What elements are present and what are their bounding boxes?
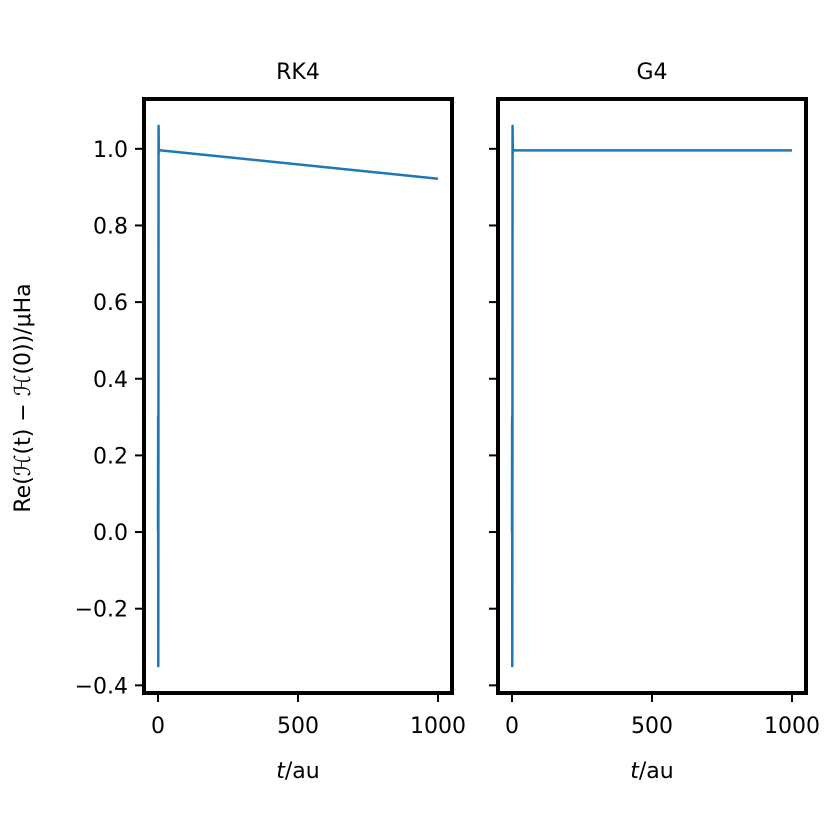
- y-axis-label: Re(ℋ(t) − ℋ(0))/μHa: [11, 283, 36, 512]
- panel-rk4: RK4 0 500 1000 1.0 0.8 0.6 0.4 0.2 0.0 −0.2 −0.4 t…: [75, 60, 466, 784]
- y-tick-label-rk4: 0.0: [93, 521, 128, 546]
- x-tick-label-rk4: 1000: [410, 714, 466, 739]
- x-tick-label-rk4: 500: [277, 714, 319, 739]
- axis-ticks-g4: 0 500 1000: [489, 147, 820, 739]
- plot-frame-g4: [496, 97, 808, 695]
- y-tick-label-rk4: −0.2: [75, 598, 128, 623]
- x-tick-label-g4: 1000: [764, 714, 820, 739]
- plot-frame-rk4: [142, 97, 454, 695]
- panel-title-g4: G4: [636, 60, 667, 85]
- x-axis-label-rk4: t/au: [276, 759, 319, 784]
- x-tick-label-g4: 0: [505, 714, 519, 739]
- y-tick-label-rk4: 0.8: [93, 214, 128, 239]
- y-tick-label-rk4: 1.0: [93, 138, 128, 163]
- y-tick-label-rk4: −0.4: [75, 674, 128, 699]
- panel-g4: G4 0 500 1000 t/au: [489, 60, 820, 784]
- axis-ticks-rk4: 0 500 1000 1.0 0.8 0.6 0.4 0.2 0.0 −0.2 −0.4: [75, 138, 466, 739]
- x-tick-label-g4: 500: [631, 714, 673, 739]
- y-tick-label-rk4: 0.4: [93, 368, 128, 393]
- x-tick-label-rk4: 0: [151, 714, 165, 739]
- panel-title-rk4: RK4: [276, 60, 320, 85]
- y-tick-label-rk4: 0.6: [93, 291, 128, 316]
- y-tick-label-rk4: 0.2: [93, 444, 128, 469]
- x-axis-label-g4: t/au: [630, 759, 673, 784]
- series-line-g4: [510, 124, 792, 668]
- series-line-rk4: [156, 124, 439, 668]
